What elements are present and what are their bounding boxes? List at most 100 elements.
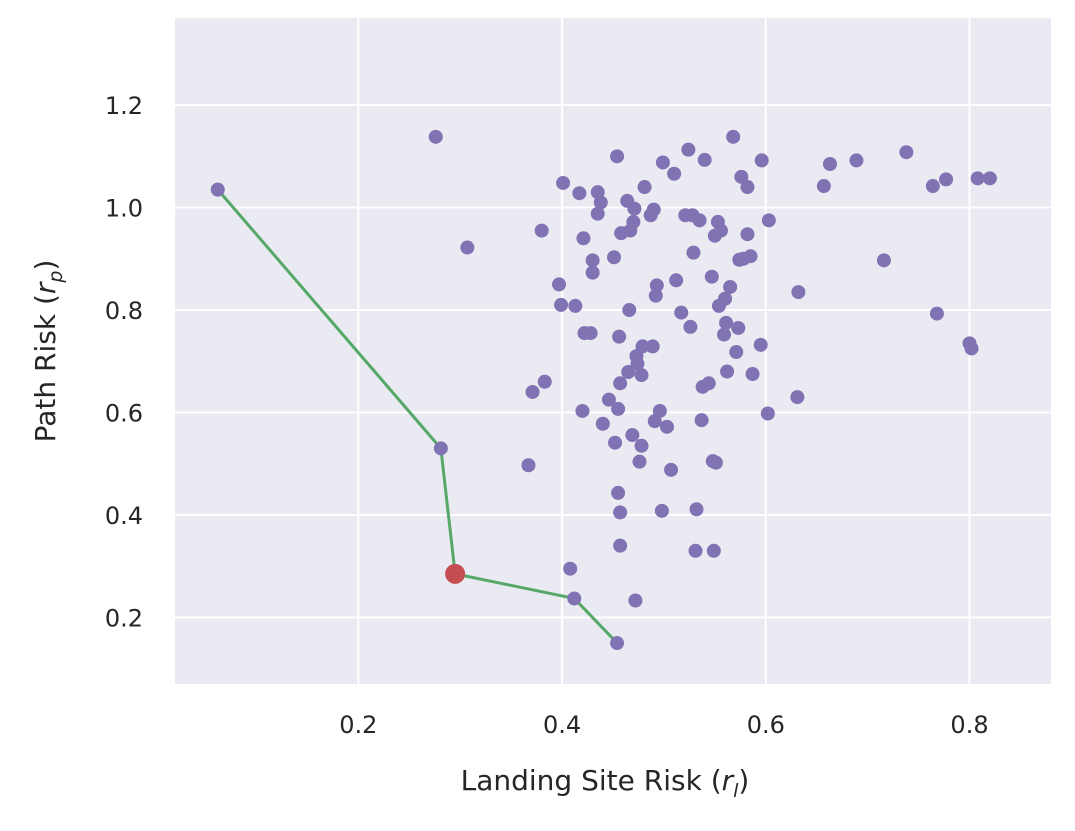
data-point [664,462,679,477]
x-tick-label: 0.6 [747,711,785,739]
data-point [628,593,643,608]
data-point [611,485,626,500]
data-point [791,285,806,300]
data-point [646,202,661,217]
data-point [621,365,636,380]
data-point [575,403,590,418]
data-point [632,454,647,469]
data-point [654,503,669,518]
data-point [899,145,914,160]
data-point [719,315,734,330]
data-point [816,179,831,194]
data-points [210,129,997,651]
data-point [704,269,719,284]
data-point [822,157,837,172]
y-tick-label: 0.2 [105,604,143,632]
data-point [790,390,805,405]
data-point [667,166,682,181]
data-point [608,435,623,450]
data-point [925,179,940,194]
data-point [590,206,605,221]
data-point [726,129,741,144]
x-tick-label: 0.4 [543,711,581,739]
y-axis-label: Path Risk (rp) [29,260,67,443]
data-point [607,250,622,265]
data-point [669,273,684,288]
data-point [688,543,703,558]
data-point [939,172,954,187]
data-point [595,416,610,431]
data-point [525,384,540,399]
data-point [583,326,598,341]
data-point [637,180,652,195]
data-point [572,186,587,201]
data-point [740,180,755,195]
data-point [681,142,696,157]
data-point [563,561,578,576]
data-point [655,155,670,170]
data-point [674,305,689,320]
data-point [601,392,616,407]
data-point [612,329,627,344]
y-tick-label: 0.8 [105,297,143,325]
data-point [753,337,768,352]
data-point [964,341,979,356]
data-point [849,153,864,168]
data-point [625,428,640,443]
data-point [613,505,628,520]
y-tick-labels: 0.2 0.4 0.6 0.8 1.0 1.2 [105,92,143,632]
data-point [593,195,608,210]
data-point [689,502,704,517]
data-point [718,291,733,306]
x-tick-label: 0.8 [950,711,988,739]
data-point [760,406,775,421]
data-point [876,253,891,268]
data-point [648,288,663,303]
data-point [585,253,600,268]
data-point [534,223,549,238]
data-point [694,413,709,428]
data-point [537,374,552,389]
data-point [697,152,712,167]
data-point [708,455,723,470]
data-point [701,376,716,391]
data-point [645,339,660,354]
data-point [630,356,645,371]
data-point [731,320,746,335]
data-point [521,458,536,473]
data-point [723,279,738,294]
data-point [659,419,674,434]
data-point [649,278,664,293]
data-point [568,298,583,313]
data-point [567,591,582,606]
data-point [761,213,776,228]
data-point [627,201,642,216]
x-tick-labels: 0.2 0.4 0.6 0.8 [339,711,988,739]
data-point [720,364,735,379]
x-tick-label: 0.2 [339,711,377,739]
data-point [743,249,758,264]
data-point [556,175,571,190]
data-point [552,277,567,292]
selected-point [445,563,466,584]
data-point [626,214,641,229]
data-point [706,543,721,558]
data-point [635,339,650,354]
data-point [610,149,625,164]
data-point [460,240,475,255]
y-tick-label: 1.0 [105,195,143,223]
x-axis-label: Landing Site Risk (rl) [461,764,750,802]
data-point [652,403,667,418]
data-point [634,438,649,453]
data-point [611,401,626,416]
y-tick-label: 0.6 [105,399,143,427]
data-point [610,636,625,651]
data-point [729,345,744,360]
data-point [683,319,698,334]
y-tick-label: 1.2 [105,92,143,120]
data-point [713,223,728,238]
data-point [622,303,637,318]
data-point [634,368,649,383]
data-point [970,171,985,186]
data-point [428,129,443,144]
